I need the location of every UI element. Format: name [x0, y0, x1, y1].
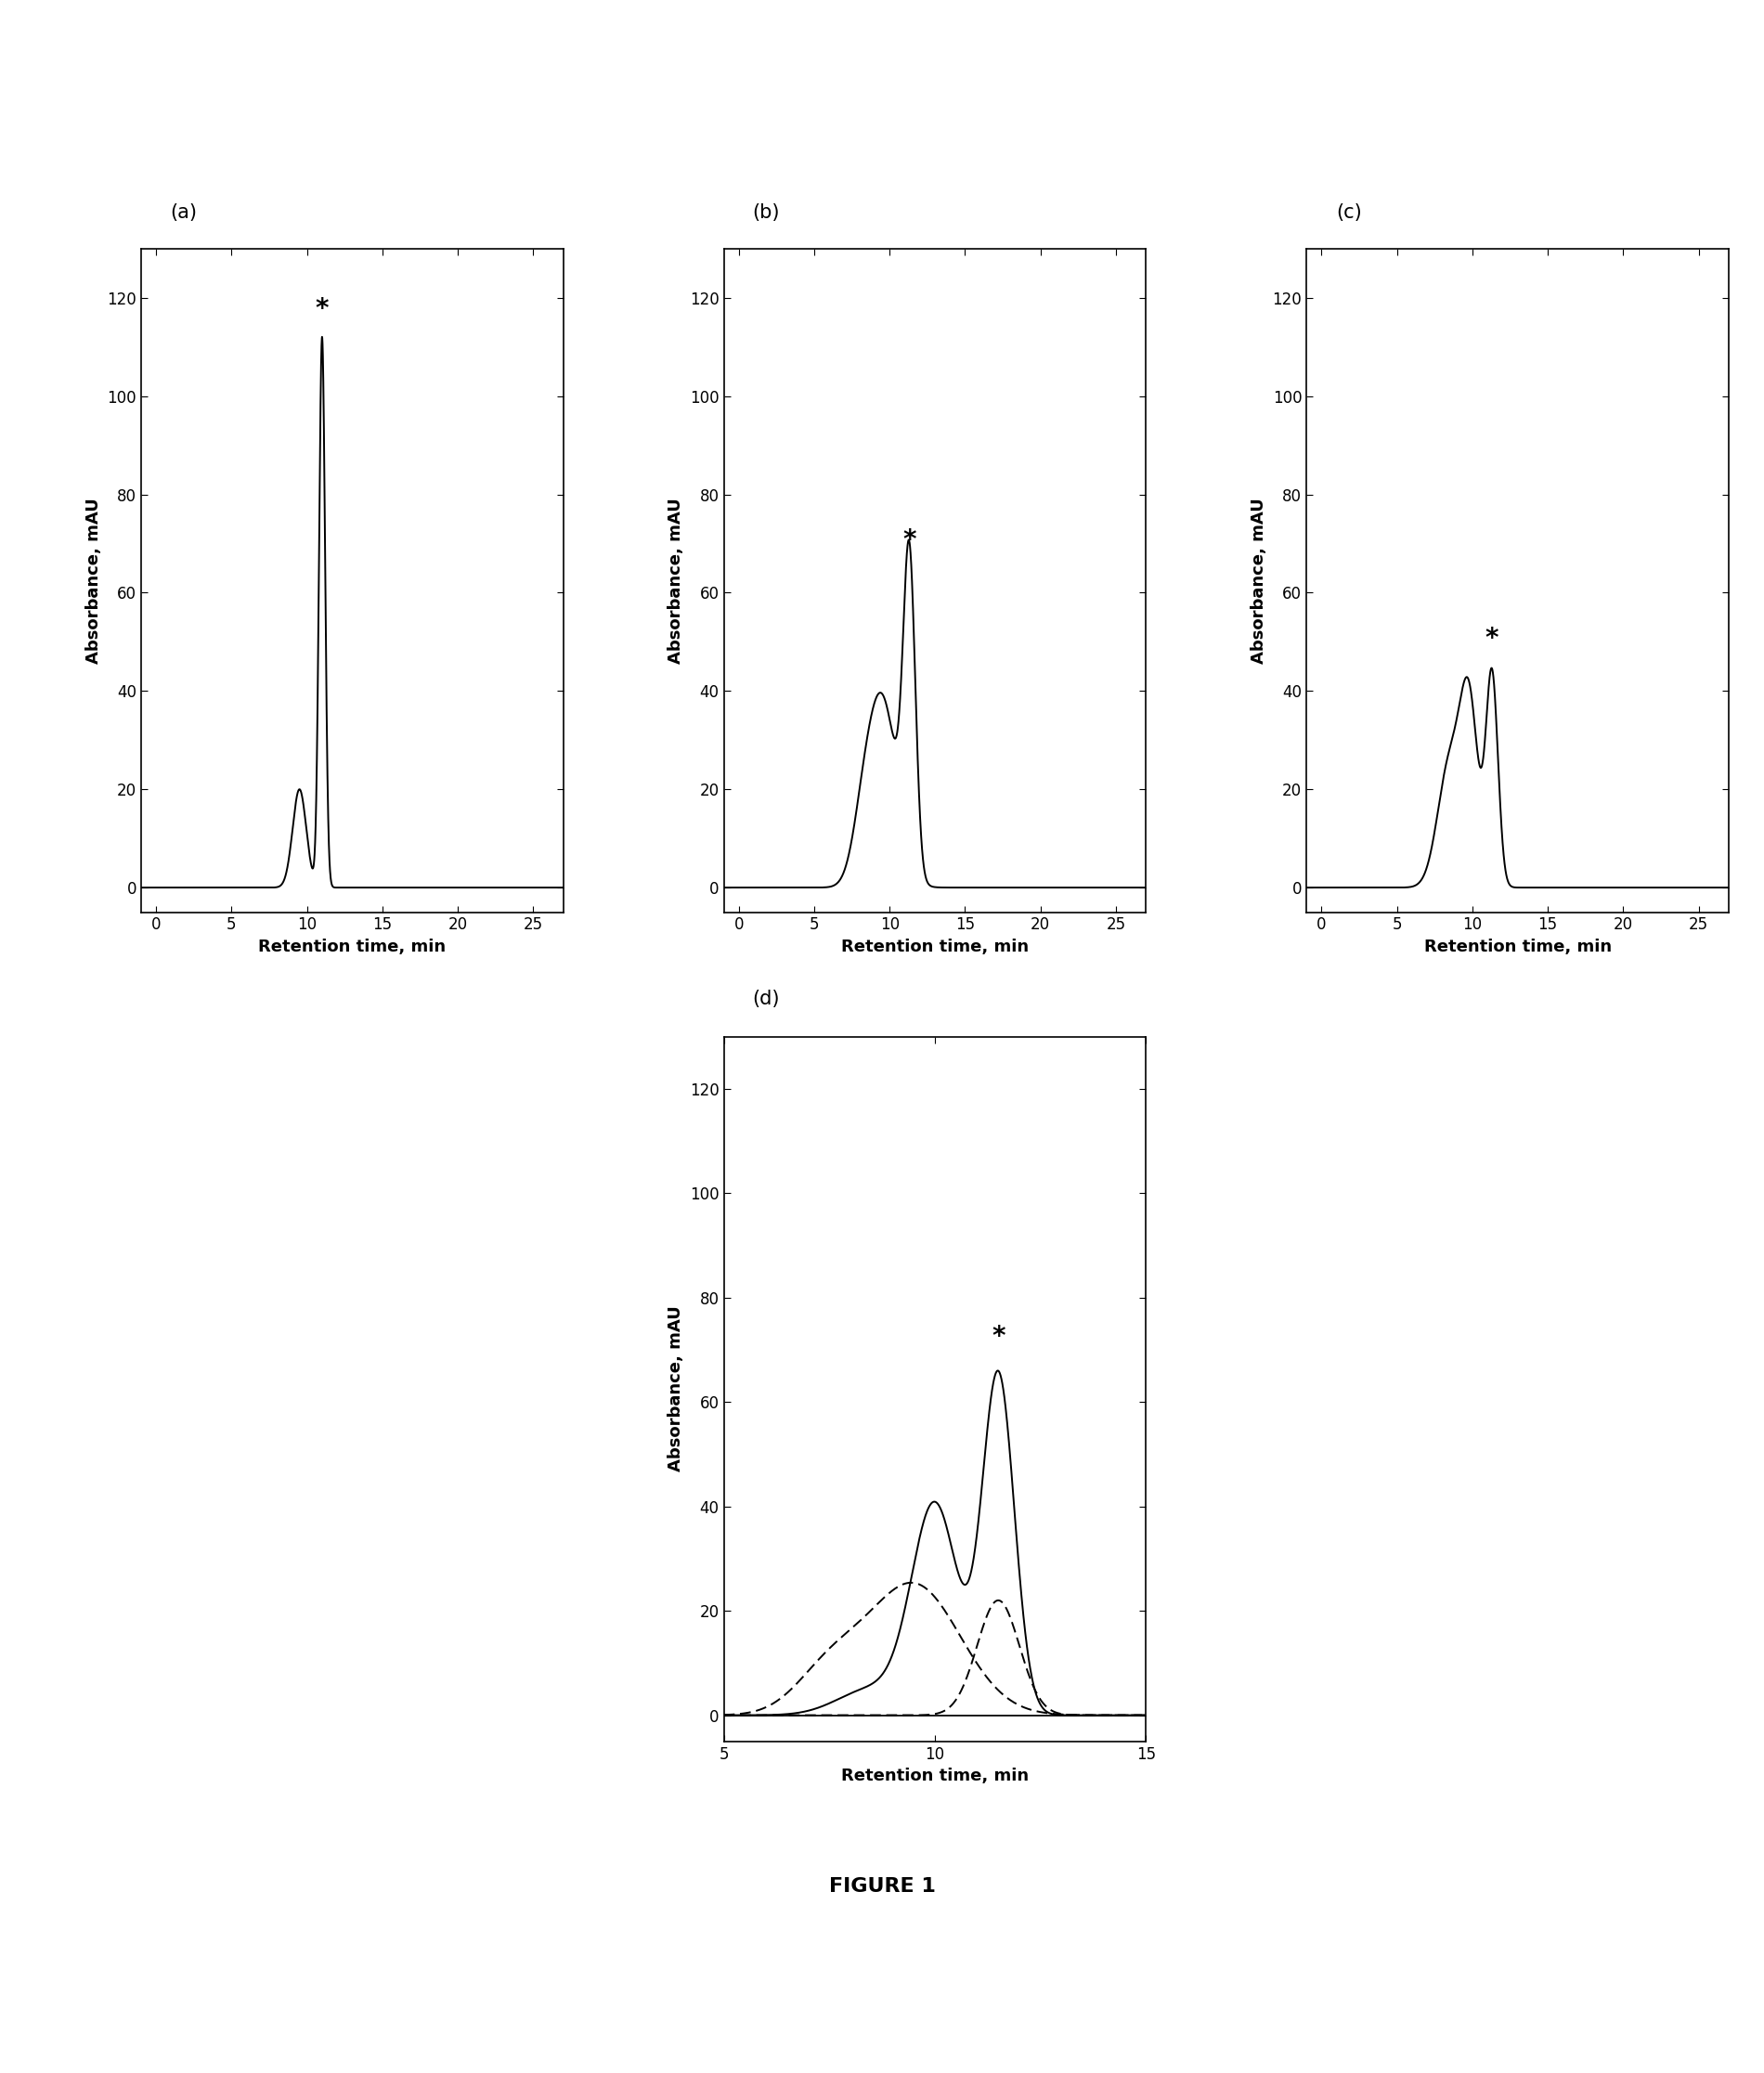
Text: (a): (a): [169, 203, 198, 222]
Y-axis label: Absorbance, mAU: Absorbance, mAU: [669, 498, 684, 663]
X-axis label: Retention time, min: Retention time, min: [258, 939, 446, 956]
Text: (d): (d): [751, 989, 780, 1007]
Text: (c): (c): [1335, 203, 1362, 222]
Text: *: *: [316, 296, 328, 323]
Text: FIGURE 1: FIGURE 1: [829, 1878, 935, 1895]
Text: *: *: [991, 1325, 1005, 1350]
X-axis label: Retention time, min: Retention time, min: [841, 1768, 1028, 1785]
Y-axis label: Absorbance, mAU: Absorbance, mAU: [85, 498, 102, 663]
Y-axis label: Absorbance, mAU: Absorbance, mAU: [669, 1306, 684, 1472]
Y-axis label: Absorbance, mAU: Absorbance, mAU: [1251, 498, 1267, 663]
Text: *: *: [1485, 626, 1499, 651]
Text: *: *: [903, 527, 916, 553]
Text: (b): (b): [751, 203, 780, 222]
X-axis label: Retention time, min: Retention time, min: [1424, 939, 1612, 956]
X-axis label: Retention time, min: Retention time, min: [841, 939, 1028, 956]
